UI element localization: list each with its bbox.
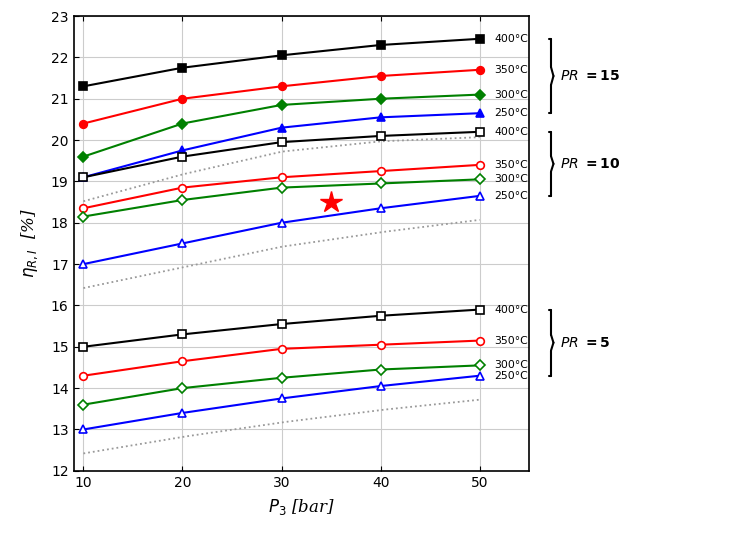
Text: $\mathit{PR}$ $\mathbf{=}$$\mathbf{10}$: $\mathit{PR}$ $\mathbf{=}$$\mathbf{10}$: [560, 157, 620, 171]
Y-axis label: $\eta_{R,I}$  [%]: $\eta_{R,I}$ [%]: [19, 209, 40, 278]
Text: 350°C: 350°C: [495, 335, 528, 346]
Text: 350°C: 350°C: [495, 65, 528, 75]
Text: 300°C: 300°C: [495, 361, 528, 370]
Text: 250°C: 250°C: [495, 371, 528, 381]
Text: 400°C: 400°C: [495, 127, 528, 137]
Text: $\mathit{PR}$ $\mathbf{=}$$\mathbf{15}$: $\mathit{PR}$ $\mathbf{=}$$\mathbf{15}$: [560, 69, 620, 83]
Text: 400°C: 400°C: [495, 34, 528, 44]
Text: 300°C: 300°C: [495, 174, 528, 185]
Text: 300°C: 300°C: [495, 89, 528, 100]
Text: $\mathit{PR}$ $\mathbf{=}$$\mathbf{5}$: $\mathit{PR}$ $\mathbf{=}$$\mathbf{5}$: [560, 335, 610, 350]
Text: 250°C: 250°C: [495, 191, 528, 201]
X-axis label: $P_3$ [bar]: $P_3$ [bar]: [268, 496, 334, 517]
Text: 400°C: 400°C: [495, 304, 528, 315]
Text: 250°C: 250°C: [495, 108, 528, 118]
Text: 350°C: 350°C: [495, 160, 528, 170]
